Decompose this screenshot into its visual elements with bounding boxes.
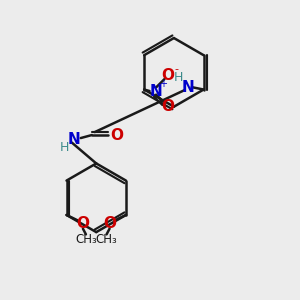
Text: +: + [159, 80, 167, 89]
Text: O: O [161, 68, 175, 83]
Text: CH₃: CH₃ [76, 233, 98, 246]
Text: O: O [161, 99, 175, 114]
Text: N: N [182, 80, 194, 94]
Text: H: H [60, 141, 70, 154]
Text: O: O [110, 128, 123, 142]
Text: N: N [68, 132, 80, 147]
Text: CH₃: CH₃ [95, 233, 117, 246]
Text: O: O [103, 216, 116, 231]
Text: N: N [150, 83, 163, 98]
Text: -: - [174, 64, 178, 74]
Text: O: O [76, 216, 89, 231]
Text: H: H [174, 71, 183, 84]
